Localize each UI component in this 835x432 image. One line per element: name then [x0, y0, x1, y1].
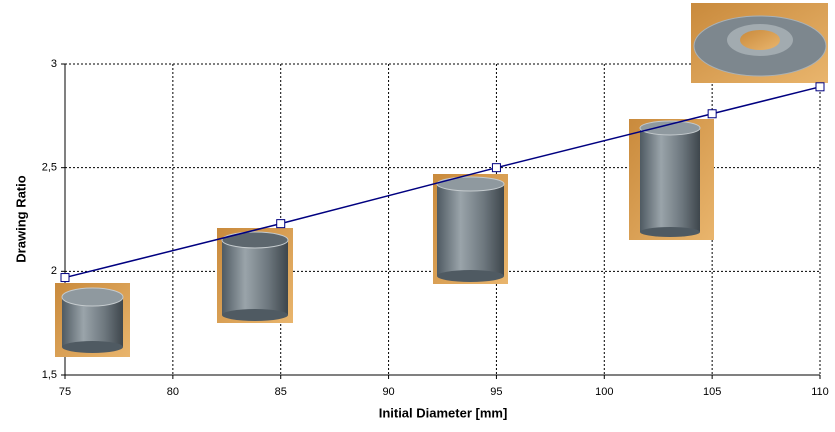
x-axis-title: Initial Diameter [mm]: [379, 405, 508, 420]
chart: 1,5 2 2,5 3 75 80 85 90 95 100 105 110: [0, 0, 835, 432]
x-tick-label: 100: [595, 386, 613, 398]
photo-cup-85: [217, 228, 293, 323]
x-tick-label: 80: [167, 386, 179, 398]
x-tick-label: 75: [59, 386, 71, 398]
x-tick-label: 95: [490, 386, 502, 398]
x-tick-label: 105: [703, 386, 721, 398]
y-tick-label: 2,5: [42, 162, 57, 174]
x-tick-label: 85: [275, 386, 287, 398]
y-tick-label: 3: [51, 58, 57, 70]
point-marker: [277, 220, 285, 228]
photo-flange-110: [691, 3, 828, 83]
point-marker: [492, 164, 500, 172]
y-tick-label: 1,5: [42, 369, 57, 381]
x-tick-label: 110: [811, 386, 829, 398]
y-tick-label: 2: [51, 265, 57, 277]
point-marker: [708, 110, 716, 118]
photo-cup-75: [55, 283, 130, 357]
point-marker: [816, 83, 824, 91]
point-marker: [61, 274, 69, 282]
photo-cup-95: [433, 174, 508, 284]
photo-cup-105: [629, 119, 714, 240]
y-axis-title: Drawing Ratio: [13, 175, 28, 262]
x-tick-label: 90: [382, 386, 394, 398]
photos: [55, 3, 828, 357]
